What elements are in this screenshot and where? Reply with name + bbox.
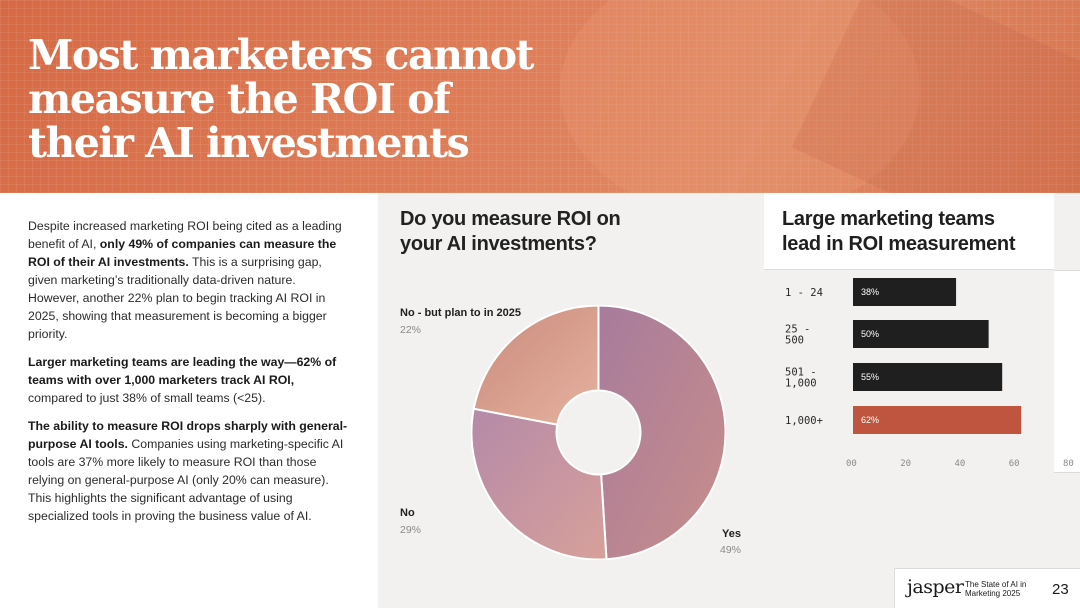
donut-slice-plan (472, 304, 600, 426)
donut-chart (470, 304, 727, 561)
x-tick-label: 40 (955, 459, 966, 469)
slice-label-no: No (400, 507, 415, 519)
bar-value-label: 62% (861, 415, 879, 425)
page-title: Most marketers cannot measure the ROI of… (28, 33, 548, 165)
p1-text-bold: only 49% of companies can measure the RO… (28, 237, 337, 269)
decorative-shape (560, 0, 920, 193)
category-label: 1 - 24 (785, 287, 823, 299)
category-label: 501 -1,000 (785, 367, 817, 390)
title-line-1: Most marketers cannot (28, 31, 534, 79)
paragraph-roi-gap: Despite increased marketing ROI being ci… (28, 217, 350, 343)
slice-value-plan: 22% (400, 324, 422, 336)
p2-text-b: compared to just 38% of small teams (<25… (28, 391, 266, 405)
title-line-3: their AI investments (28, 119, 470, 167)
p3-text-bold: The ability to measure ROI drops sharply… (28, 419, 348, 451)
bar-4 (853, 406, 1022, 434)
slice-label-plan: No - but plan to in 2025 (400, 307, 522, 319)
bar-chart-title: Large marketing teams lead in ROI measur… (782, 208, 1016, 255)
donut-slice-yes (597, 304, 727, 561)
bar-chart-card-edge (1054, 270, 1080, 473)
donut-chart-svg (470, 304, 727, 561)
bar-value-label: 38% (861, 287, 879, 297)
p1-text-a: Despite increased marketing ROI being ci… (28, 219, 342, 251)
category-label: 25 -500 (785, 324, 810, 347)
bar-2 (853, 320, 989, 348)
category-label: 1,000+ (785, 415, 823, 427)
report-name-line-1: The State of AI in (965, 580, 1027, 589)
x-tick-label: 20 (900, 459, 911, 469)
page-number: 23 (1052, 581, 1069, 598)
x-tick-label: 80 (1063, 459, 1074, 469)
paragraph-general-tools: The ability to measure ROI drops sharply… (28, 417, 350, 525)
p1-text-c: This is a surprising gap, given marketin… (28, 255, 327, 341)
bar-value-label: 50% (861, 329, 879, 339)
slice-value-yes: 49% (720, 544, 742, 556)
x-tick-label: 60 (1009, 459, 1020, 469)
donut-chart-title: Do you measure ROI on your AI investment… (400, 208, 621, 255)
body-text-column: Despite increased marketing ROI being ci… (0, 193, 378, 608)
bar-3 (853, 363, 1003, 391)
report-name: The State of AI in Marketing 2025 (965, 580, 1045, 598)
slice-label-yes: Yes (722, 528, 741, 540)
header-banner: Most marketers cannot measure the ROI of… (0, 0, 1080, 193)
bar-chart-header: Large marketing teams lead in ROI measur… (764, 193, 1054, 270)
report-name-line-2: Marketing 2025 (965, 589, 1021, 598)
donut-slice-no (470, 407, 608, 561)
bar-value-label: 55% (861, 372, 879, 382)
slice-value-no: 29% (400, 524, 422, 536)
bar-chart-svg: 38% 1 - 24 50% 25 -500 55% 501 -1,000 62% 1,000… (785, 278, 1074, 469)
bar-1 (853, 278, 957, 306)
x-tick-label: 00 (846, 459, 857, 469)
p2-text-bold: Larger marketing teams are leading the w… (28, 355, 337, 387)
p3-text-b: Companies using marketing-specific AI to… (28, 437, 344, 523)
brand-logo: jasper (907, 576, 964, 598)
title-line-2: measure the ROI of (28, 75, 451, 123)
paragraph-large-teams: Larger marketing teams are leading the w… (28, 353, 350, 407)
footer: jasper The State of AI in Marketing 2025… (894, 568, 1080, 608)
